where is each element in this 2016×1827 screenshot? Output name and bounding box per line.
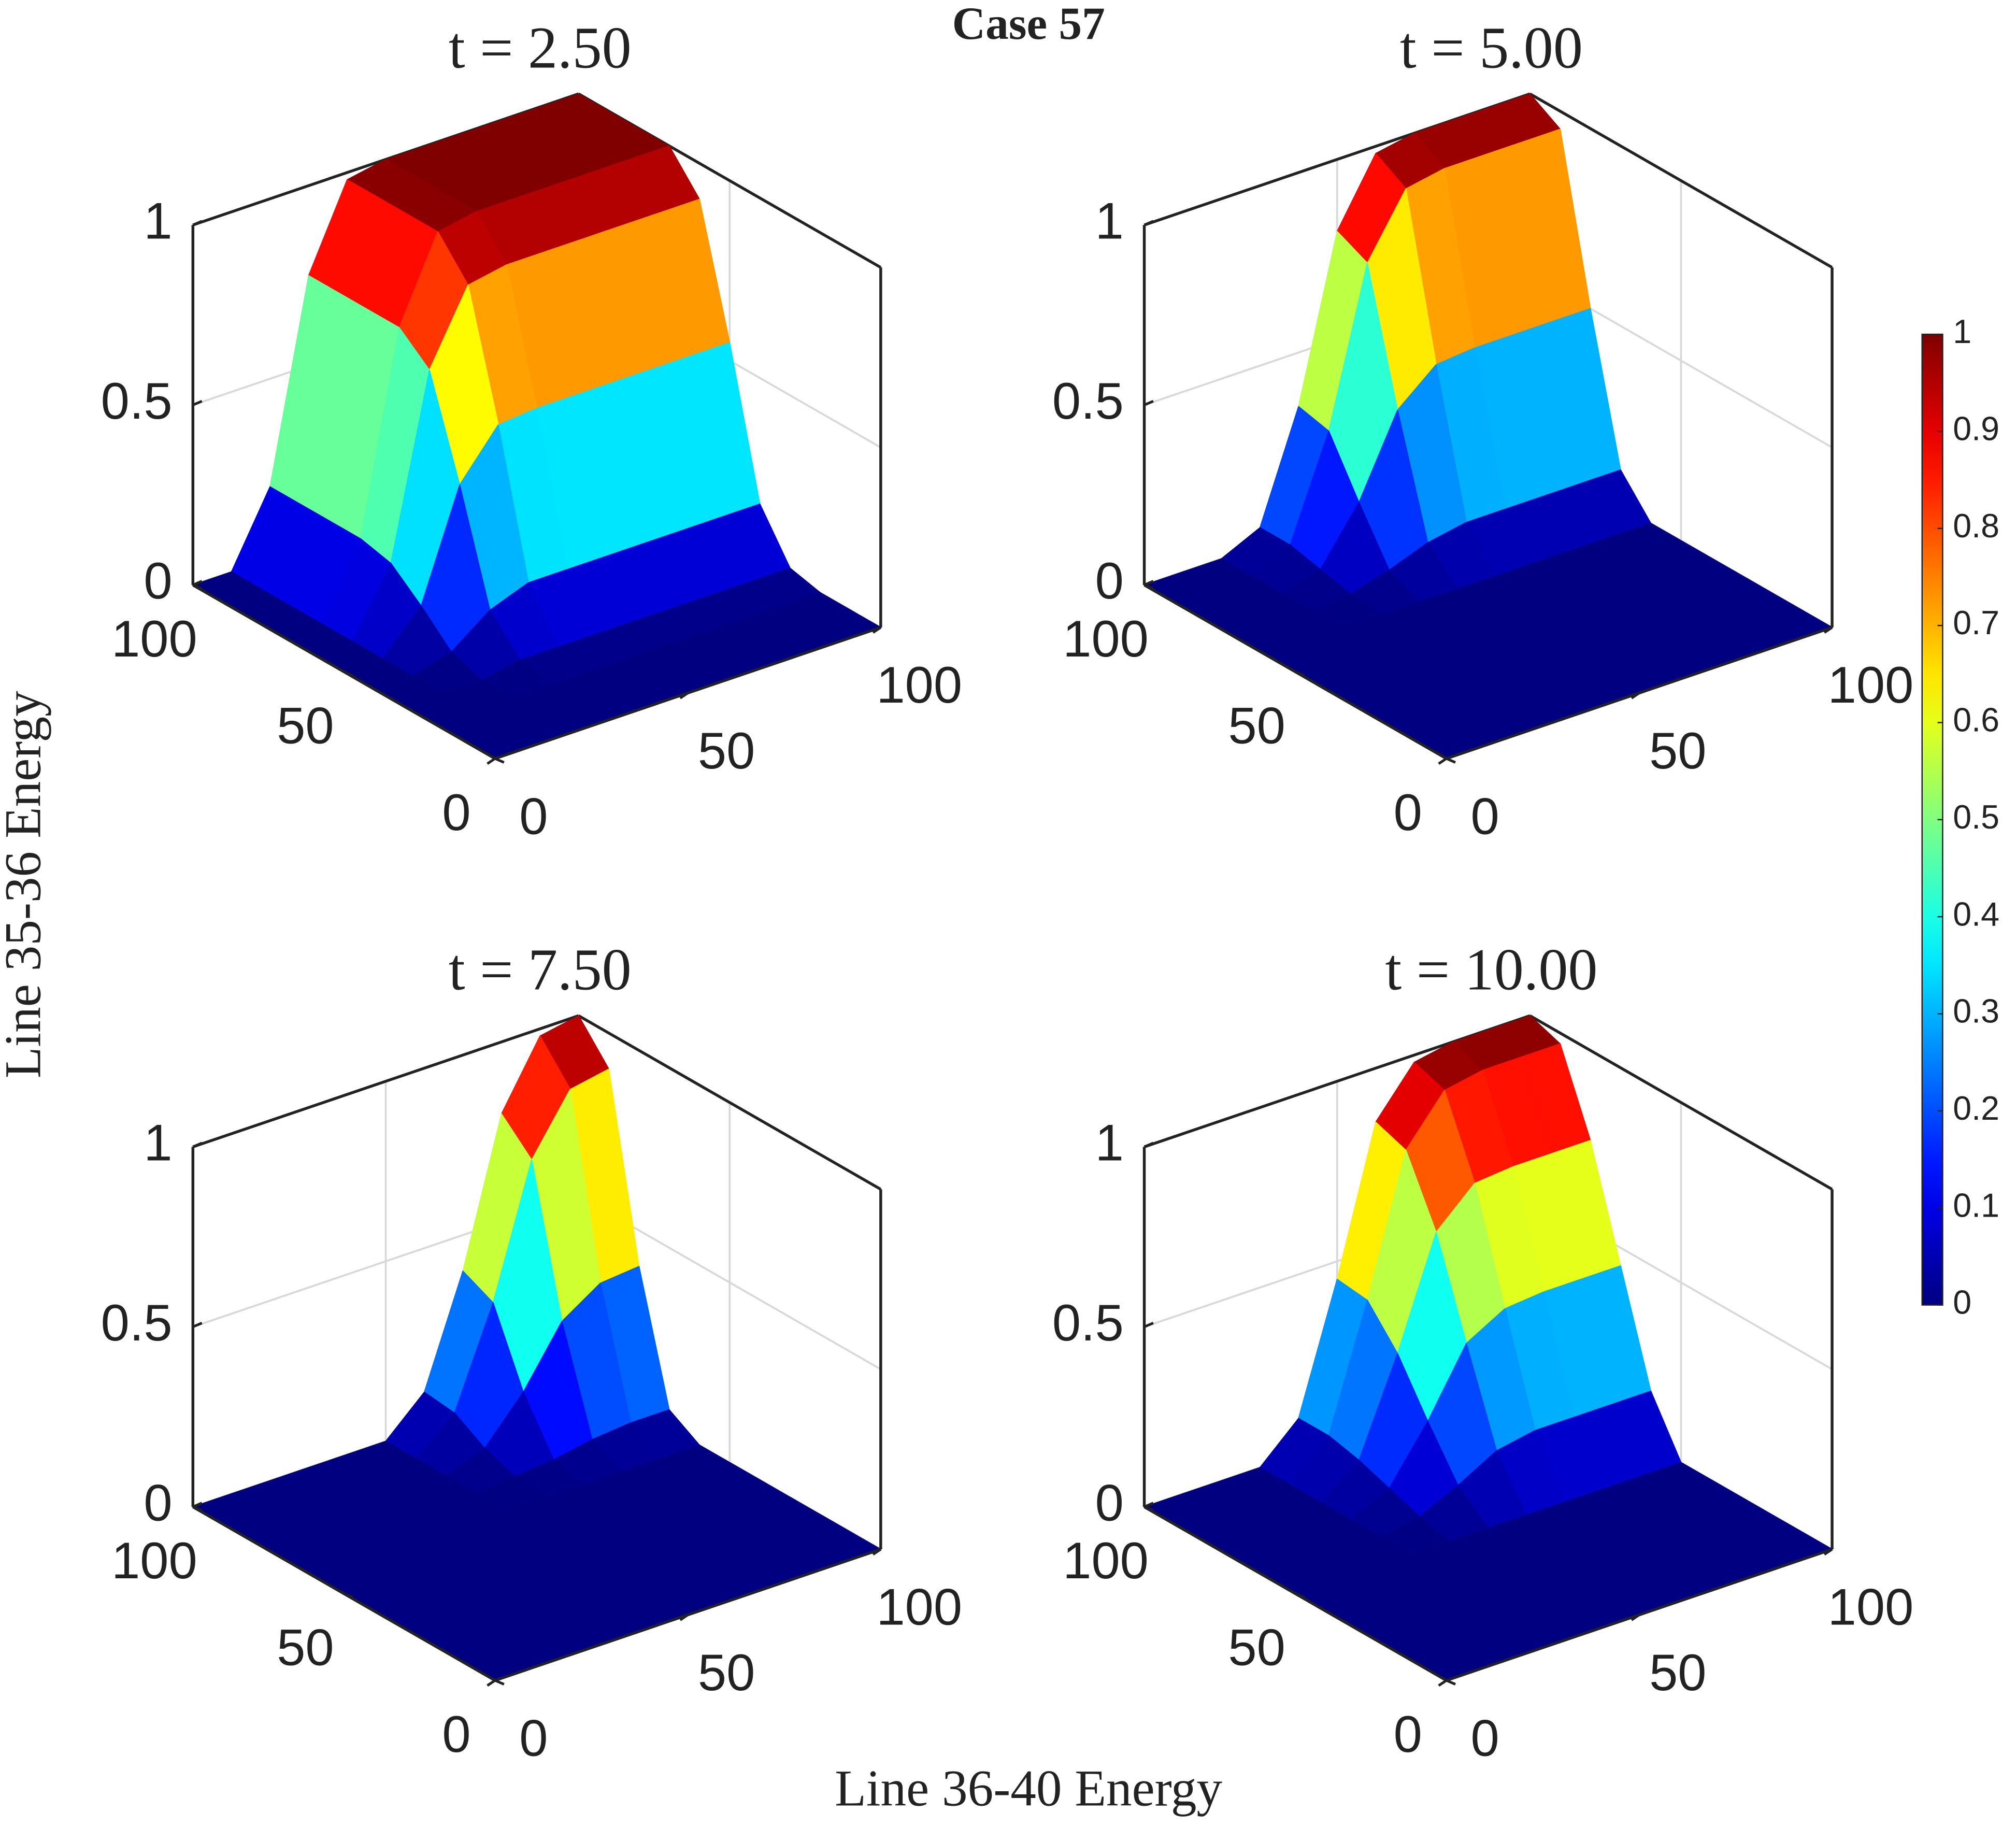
colorbar-tick-label: 0.2 <box>1953 1090 1999 1127</box>
y-tick-label: 50 <box>277 697 334 754</box>
axis-box <box>192 1014 579 1148</box>
colorbar-tick-label: 0.4 <box>1953 895 1999 933</box>
x-tick-label: 100 <box>1828 656 1914 714</box>
x-tick-label: 100 <box>876 656 962 714</box>
x-tick <box>1823 626 1833 634</box>
x-tick-label: 0 <box>519 788 548 845</box>
z-tick-label: 0.5 <box>1052 373 1124 430</box>
y-tick-label: 100 <box>111 610 197 668</box>
subplot-title: t = 5.00 <box>1400 15 1583 80</box>
y-tick <box>343 1592 354 1599</box>
z-tick-label: 0.5 <box>1052 1294 1124 1352</box>
figure-title: Case 57 <box>952 0 1105 49</box>
x-tick-label: 0 <box>1470 788 1499 845</box>
z-tick-label: 0.5 <box>101 1294 173 1352</box>
z-tick <box>1143 1322 1154 1329</box>
y-tick <box>1446 1679 1456 1686</box>
x-tick-label: 50 <box>698 722 755 780</box>
z-tick-label: 0 <box>1095 552 1124 610</box>
y-tick <box>192 583 203 590</box>
y-tick <box>343 670 354 677</box>
x-tick <box>679 692 689 700</box>
x-tick <box>487 757 496 765</box>
x-tick-label: 50 <box>1649 722 1706 780</box>
y-tick-label: 100 <box>1063 1532 1149 1590</box>
colorbar-tick-label: 1 <box>1953 313 1971 350</box>
subplot-title: t = 7.50 <box>449 937 632 1003</box>
colorbar-tick-label: 0.3 <box>1953 993 1999 1030</box>
x-tick <box>487 1679 496 1687</box>
y-tick <box>494 757 505 764</box>
subplot-title: t = 2.50 <box>449 15 632 80</box>
colorbar-tick-label: 0.9 <box>1953 410 1999 448</box>
subplot-title: t = 10.00 <box>1385 937 1598 1003</box>
x-tick-label: 100 <box>876 1578 962 1636</box>
z-tick <box>192 220 203 226</box>
x-tick <box>1631 692 1640 700</box>
y-tick-label: 0 <box>442 1706 470 1763</box>
z-tick-label: 0.5 <box>101 373 173 430</box>
z-tick-label: 0 <box>144 552 172 610</box>
x-tick <box>1438 757 1448 765</box>
y-tick <box>1143 1505 1154 1512</box>
y-tick <box>1295 670 1305 677</box>
z-tick-label: 0 <box>1095 1474 1124 1532</box>
x-tick <box>1438 1679 1448 1687</box>
x-tick <box>872 1548 882 1556</box>
x-axis-label: Line 36-40 Energy <box>835 1760 1222 1817</box>
x-tick-label: 0 <box>1470 1709 1499 1767</box>
z-tick <box>192 399 203 406</box>
z-tick <box>1143 399 1154 406</box>
y-axis-label: Line 35-36 Energy <box>0 691 51 1078</box>
y-tick-label: 0 <box>1394 784 1422 841</box>
x-tick-label: 100 <box>1828 1578 1914 1636</box>
y-tick-label: 100 <box>1063 610 1149 668</box>
z-tick <box>1143 1141 1154 1148</box>
y-tick-label: 0 <box>1394 1706 1422 1763</box>
x-tick <box>1823 1548 1833 1556</box>
z-tick-label: 1 <box>1095 1115 1124 1172</box>
y-tick-label: 50 <box>1228 1619 1285 1677</box>
x-tick-label: 0 <box>519 1709 548 1767</box>
colorbar-tick-label: 0 <box>1953 1284 1971 1321</box>
z-tick <box>192 1141 203 1148</box>
y-tick-label: 0 <box>442 784 470 841</box>
x-tick-label: 50 <box>698 1644 755 1702</box>
axis-box <box>1529 92 1833 269</box>
colorbar-tick-label: 0.8 <box>1953 507 1999 545</box>
colorbar-tick-label: 0.1 <box>1953 1187 1999 1224</box>
z-tick <box>192 1322 203 1329</box>
z-tick <box>1143 220 1154 226</box>
x-tick <box>872 626 882 634</box>
colorbar-tick-label: 0.5 <box>1953 798 1999 836</box>
colorbar-tick-label: 0.7 <box>1953 604 1999 641</box>
y-tick-label: 50 <box>277 1619 334 1677</box>
x-tick <box>1631 1614 1640 1621</box>
y-tick <box>1143 583 1154 590</box>
y-tick <box>192 1505 203 1512</box>
axis-box <box>578 1014 882 1191</box>
z-tick-label: 0 <box>144 1474 172 1532</box>
x-tick-label: 50 <box>1649 1644 1706 1702</box>
y-tick-label: 50 <box>1228 697 1285 754</box>
x-tick <box>679 1614 689 1621</box>
y-tick-label: 100 <box>111 1532 197 1590</box>
z-tick-label: 1 <box>1095 192 1124 250</box>
colorbar-tick-label: 0.6 <box>1953 702 1999 739</box>
y-tick <box>494 1679 505 1686</box>
y-tick <box>1446 757 1456 764</box>
z-tick-label: 1 <box>144 1115 172 1172</box>
y-tick <box>1295 1592 1305 1599</box>
axis-box <box>1529 1014 1833 1191</box>
z-tick-label: 1 <box>144 192 172 250</box>
